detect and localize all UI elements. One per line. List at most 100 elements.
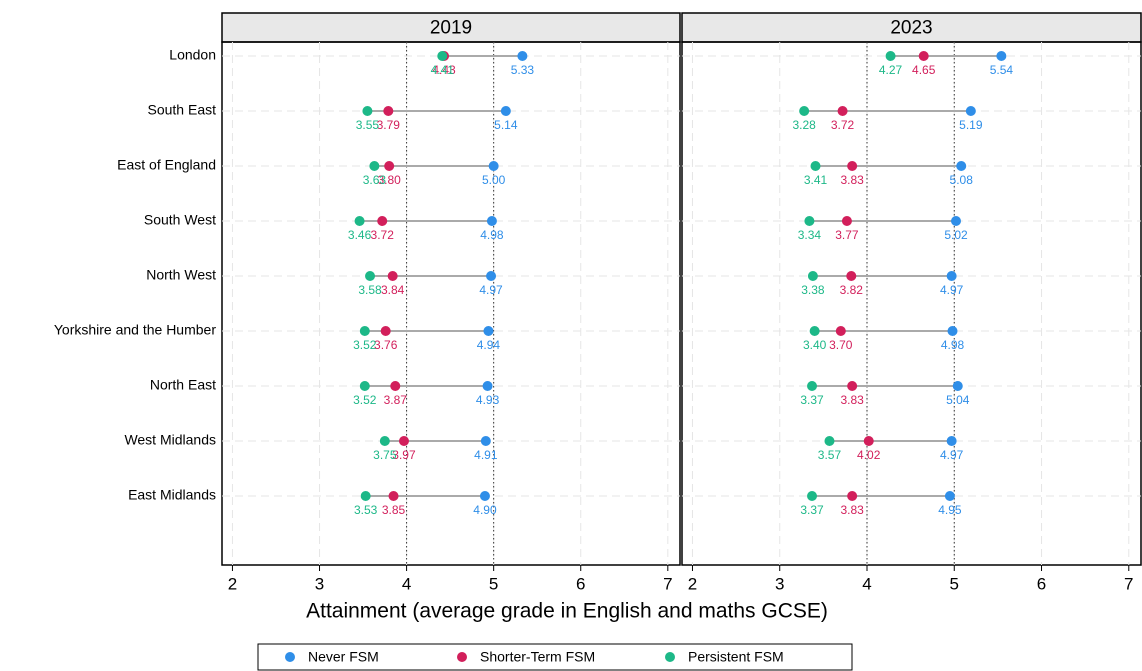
data-label: 3.77: [835, 228, 859, 242]
data-label: 4.98: [941, 338, 965, 352]
dot: [480, 436, 491, 446]
data-label: 5.54: [990, 63, 1014, 77]
data-label: 3.70: [829, 338, 853, 352]
legend-label: Persistent FSM: [688, 649, 784, 665]
x-tick-label: 5: [489, 574, 498, 593]
data-label: 3.58: [358, 283, 382, 297]
data-label: 3.79: [377, 118, 401, 132]
dot: [809, 326, 820, 336]
dot: [807, 381, 818, 391]
dot: [996, 51, 1007, 61]
y-tick-label: London: [169, 47, 216, 63]
dot: [479, 491, 490, 501]
data-label: 3.72: [371, 228, 395, 242]
dot: [807, 491, 818, 501]
data-label: 3.85: [382, 503, 406, 517]
dot: [951, 216, 962, 226]
dot: [847, 381, 858, 391]
data-label: 3.76: [374, 338, 398, 352]
dot: [863, 436, 874, 446]
dot: [359, 326, 370, 336]
data-label: 4.91: [474, 448, 498, 462]
dot: [947, 326, 958, 336]
data-label: 5.04: [946, 393, 970, 407]
panel-header: [221, 12, 681, 43]
x-tick-label: 2: [228, 574, 237, 593]
data-label: 3.84: [381, 283, 405, 297]
dot: [946, 436, 957, 446]
legend-marker: [665, 652, 675, 662]
legend-marker: [457, 652, 467, 662]
dot: [885, 51, 896, 61]
data-label: 4.97: [940, 448, 964, 462]
data-label: 4.90: [473, 503, 497, 517]
data-label: 3.34: [798, 228, 822, 242]
dot: [804, 216, 815, 226]
x-tick-label: 6: [1037, 574, 1046, 593]
dot: [965, 106, 976, 116]
y-tick-label: North East: [150, 377, 216, 393]
data-label: 4.27: [879, 63, 903, 77]
dot: [482, 381, 493, 391]
x-tick-label: 7: [1124, 574, 1133, 593]
data-label: 4.97: [940, 283, 964, 297]
data-label: 3.37: [800, 503, 824, 517]
data-label: 4.94: [477, 338, 501, 352]
dot: [483, 326, 494, 336]
x-tick-label: 3: [775, 574, 784, 593]
x-tick-label: 2: [688, 574, 697, 593]
data-label: 3.53: [354, 503, 378, 517]
y-tick-label: East of England: [117, 157, 216, 173]
data-label: 3.55: [356, 118, 380, 132]
data-label: 3.57: [818, 448, 842, 462]
dot: [841, 216, 852, 226]
data-label: 3.82: [840, 283, 864, 297]
panel-frame: [681, 41, 1142, 566]
x-tick-label: 6: [576, 574, 585, 593]
panel-title: 2019: [430, 18, 472, 39]
data-label: 3.83: [840, 393, 864, 407]
dot: [517, 51, 528, 61]
x-tick-label: 7: [663, 574, 672, 593]
panel-frame: [221, 41, 681, 566]
data-label: 3.87: [384, 393, 408, 407]
dot: [956, 161, 967, 171]
data-label: 3.75: [373, 448, 397, 462]
data-label: 3.80: [377, 173, 401, 187]
dot: [946, 271, 957, 281]
dot: [847, 491, 858, 501]
legend-label: Shorter-Term FSM: [480, 649, 595, 665]
data-label: 3.83: [840, 503, 864, 517]
dot: [383, 106, 394, 116]
x-tick-label: 5: [950, 574, 959, 593]
y-tick-label: South West: [144, 212, 216, 228]
dot: [847, 161, 858, 171]
data-label: 3.52: [353, 393, 377, 407]
data-label: 3.41: [804, 173, 828, 187]
data-label: 5.00: [482, 173, 506, 187]
dot: [486, 216, 497, 226]
data-label: 5.19: [959, 118, 983, 132]
data-label: 3.46: [348, 228, 372, 242]
panel-title: 2023: [890, 18, 932, 39]
data-label: 3.37: [800, 393, 824, 407]
dot: [379, 436, 390, 446]
dot: [387, 271, 398, 281]
data-label: 3.38: [801, 283, 825, 297]
dot: [437, 51, 448, 61]
data-label: 5.14: [494, 118, 518, 132]
dot: [380, 326, 391, 336]
dot: [486, 271, 497, 281]
data-label: 4.93: [476, 393, 500, 407]
dot: [952, 381, 963, 391]
data-label: 3.63: [363, 173, 387, 187]
dot: [500, 106, 511, 116]
dot: [365, 271, 376, 281]
data-label: 3.28: [792, 118, 816, 132]
data-label: 4.65: [912, 63, 936, 77]
dot: [799, 106, 810, 116]
data-label: 3.52: [353, 338, 377, 352]
dot: [944, 491, 955, 501]
data-label: 4.41: [431, 63, 455, 77]
dot: [918, 51, 929, 61]
